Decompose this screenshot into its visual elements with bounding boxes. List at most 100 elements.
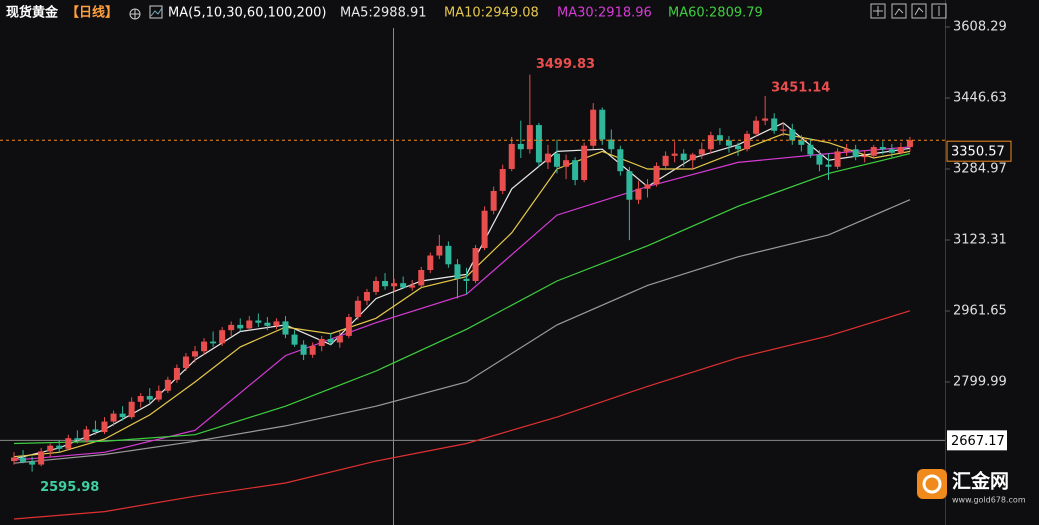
candle-body (753, 120, 760, 134)
candle-body (300, 344, 307, 355)
high-annotation: 3451.14 (771, 81, 830, 96)
candle-body (219, 330, 226, 344)
y-tick-label: 3608.29 (953, 20, 1007, 35)
ma-line (13, 199, 911, 464)
candle-body (852, 149, 859, 158)
candle-body (870, 147, 877, 156)
period: 【日线】 (66, 5, 118, 21)
candle-body (445, 245, 452, 265)
y-tick-label: 3284.97 (953, 162, 1007, 177)
candle-body (155, 390, 162, 400)
candle-body (101, 421, 108, 433)
candle-body (409, 285, 416, 288)
legend-entry: MA60:2809.79 (668, 6, 763, 21)
candle-body (11, 457, 17, 462)
candle-body (897, 147, 904, 153)
candle-body (83, 429, 90, 440)
candle-body (825, 164, 832, 167)
candle-body (201, 341, 208, 352)
candle-body (716, 135, 723, 141)
candle-body (780, 129, 787, 131)
candle-body (707, 135, 714, 150)
candle-body (544, 153, 551, 163)
candle-body (843, 149, 850, 152)
indicator-label: MA(5,10,30,60,100,200) (168, 6, 326, 21)
candle-body (472, 248, 479, 281)
legend-entry: MA5:2988.91 (340, 6, 427, 21)
candle-body (481, 210, 488, 249)
candle-body (182, 356, 189, 368)
candle-body (128, 401, 135, 418)
candle-body (418, 270, 425, 286)
candle-body (535, 125, 542, 163)
candle-body (725, 140, 732, 146)
ma-line (13, 153, 911, 445)
high-annotation: 3499.83 (536, 57, 595, 72)
candle-body (363, 291, 370, 301)
candle-body (47, 445, 54, 452)
candle-body (192, 351, 198, 357)
settings-icon[interactable] (129, 8, 141, 20)
legend-entry: MA30:2918.96 (557, 6, 652, 21)
candle-body (391, 283, 398, 287)
candle-body (771, 118, 778, 131)
y-tick-label: 3123.31 (953, 233, 1007, 248)
indicator-icon[interactable] (149, 5, 163, 19)
candle-body (617, 149, 624, 172)
last-price-box (946, 140, 1012, 162)
candle-body (834, 151, 841, 167)
candle-body (563, 160, 570, 167)
logo: 汇金网 www.gold678.com (917, 469, 1026, 505)
candle-body (735, 145, 741, 150)
candle-body (662, 155, 669, 166)
candle-body (572, 160, 579, 180)
candle-body (237, 324, 244, 329)
candle-body (888, 149, 895, 153)
candle-body (816, 154, 823, 165)
candle-body (581, 145, 588, 180)
candle-body (273, 321, 280, 326)
crosshair-label-box (947, 430, 1007, 451)
y-tick-label: 2799.99 (953, 375, 1007, 390)
candle-body (246, 320, 253, 329)
legend-entry: MA10:2949.08 (444, 6, 539, 21)
candle-body (309, 345, 316, 355)
candle-body (173, 367, 180, 380)
candle-body (861, 155, 868, 158)
candle-body (20, 457, 27, 462)
candle-body (92, 429, 99, 433)
candle-body (164, 379, 171, 391)
chart-title: 现货黄金 (6, 5, 59, 21)
candle-body (590, 109, 597, 146)
candle-body (146, 396, 153, 400)
ma-line (13, 310, 911, 520)
candle-body (653, 165, 660, 185)
candle-body (671, 153, 678, 156)
candle-body (210, 341, 217, 344)
candle-body (744, 133, 751, 150)
candle-body (29, 461, 36, 465)
candle-body (517, 143, 524, 150)
candle-body (255, 320, 262, 323)
candle-body (282, 321, 289, 335)
candle-body (318, 338, 325, 346)
candle-body (807, 144, 814, 155)
candle-body (56, 445, 63, 449)
candle-body (906, 140, 913, 148)
y-tick-label: 3446.63 (953, 91, 1007, 106)
candle-body (345, 316, 352, 336)
candle-body (626, 171, 633, 200)
candle-body (508, 143, 515, 169)
candle-body (65, 438, 72, 449)
candle-body (689, 154, 696, 161)
logo-url: www.gold678.com (952, 496, 1026, 505)
candle-body (762, 118, 769, 121)
candle-body (228, 324, 235, 331)
low-annotation: 2595.98 (40, 480, 99, 495)
candle-body (137, 396, 144, 402)
toolbar[interactable] (870, 3, 947, 19)
last-price-label: 3350.57 (951, 145, 1005, 160)
candle-body (327, 338, 334, 343)
